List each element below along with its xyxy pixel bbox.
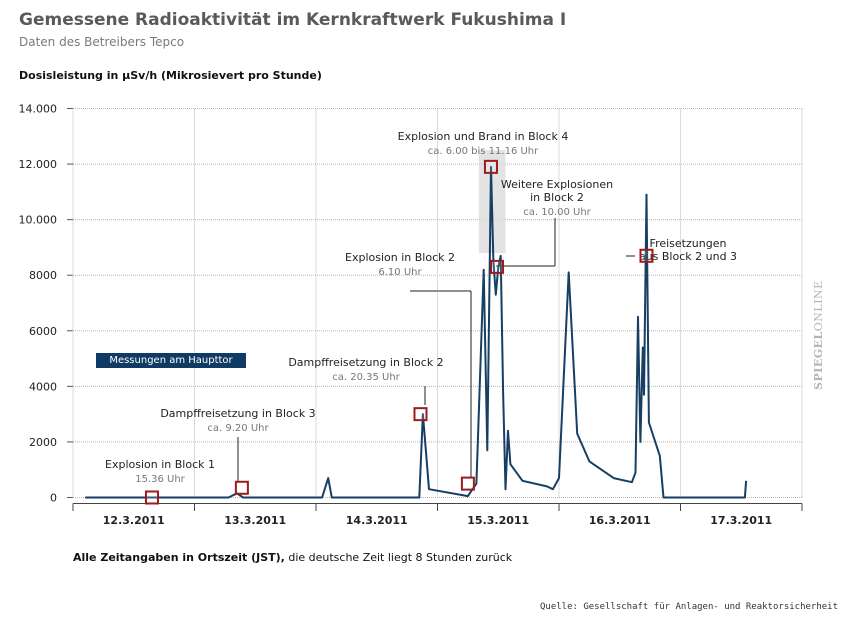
annotation-time: 6.10 Uhr: [378, 267, 422, 278]
x-tick-label: 15.3.2011: [467, 514, 529, 527]
annotation-title: Explosion in Block 2: [345, 251, 455, 264]
footnote: Alle Zeitangaben in Ortszeit (JST), die …: [73, 551, 512, 564]
y-axis-label: Dosisleistung in µSv/h (Mikrosievert pro…: [19, 69, 322, 82]
annotation-marker: [413, 407, 428, 422]
annotation-title: Explosion in Block 1: [105, 458, 215, 471]
y-tick-label: 8000: [29, 269, 57, 282]
y-tick-labels: 0 2000 4000 6000 8000 10.000 12.000 14.000: [19, 103, 58, 505]
annotation-title: Dampffreisetzung in Block 2: [288, 356, 443, 369]
annotation-time: ca. 20.35 Uhr: [332, 372, 400, 383]
annotation-marker: [234, 480, 249, 495]
annotation-title: aus Block 2 und 3: [639, 250, 737, 263]
brand-bold: SPIEGEL: [812, 331, 825, 390]
data-series: [85, 165, 748, 499]
footnote-rest: die deutsche Zeit liegt 8 Stunden zurück: [284, 551, 513, 564]
x-tick-label: 14.3.2011: [346, 514, 408, 527]
grid-lines: [67, 108, 803, 498]
y-tick-label: 2000: [29, 436, 57, 449]
annotation-title: in Block 2: [530, 191, 584, 204]
y-tick-label: 0: [50, 492, 57, 505]
footnote-bold: Alle Zeitangaben in Ortszeit (JST),: [73, 551, 285, 564]
annotation-title: Explosion und Brand in Block 4: [398, 130, 569, 143]
annotation-title: Weitere Explosionen: [501, 178, 613, 191]
chart-subtitle: Daten des Betreibers Tepco: [19, 35, 185, 49]
x-tick-label: 12.3.2011: [103, 514, 165, 527]
annotation-title: Dampffreisetzung in Block 3: [160, 407, 315, 420]
x-tick-label: 13.3.2011: [224, 514, 286, 527]
y-tick-label: 6000: [29, 325, 57, 338]
chart-title: Gemessene Radioaktivität im Kernkraftwer…: [19, 10, 567, 30]
annotation-title: Freisetzungen: [650, 237, 727, 250]
series-line: [85, 165, 748, 499]
brand-rest: ONLINE: [812, 280, 825, 332]
x-tick-label: 17.3.2011: [710, 514, 772, 527]
brand-logo: SPIEGELONLINE: [812, 280, 825, 390]
annotation-marker: [490, 259, 505, 274]
y-tick-label: 4000: [29, 380, 57, 393]
y-tick-label: 10.000: [19, 214, 58, 227]
y-tick-label: 12.000: [19, 158, 58, 171]
annotation-marker: [144, 490, 159, 505]
x-tick-label: 16.3.2011: [589, 514, 651, 527]
annotation-marker: [460, 476, 475, 491]
annotation-time: ca. 9.20 Uhr: [207, 423, 269, 434]
y-tick-label: 14.000: [19, 103, 58, 116]
annotation-time: ca. 6.00 bis 11.16 Uhr: [428, 146, 539, 157]
annotation-time: 15.36 Uhr: [135, 474, 185, 485]
x-axis: 12.3.2011 13.3.2011 14.3.2011 15.3.2011 16.3…: [72, 503, 803, 527]
source-note: Quelle: Gesellschaft für Anlagen- und Re…: [539, 602, 838, 612]
annotation-time: ca. 10.00 Uhr: [523, 207, 591, 218]
legend-badge: Messungen am Haupttor: [96, 353, 246, 368]
annotation-marker: [483, 159, 498, 174]
annotations: Explosion in Block 1 15.36 Uhr Dampffreise…: [105, 130, 737, 505]
annotation-marker: [639, 248, 654, 263]
